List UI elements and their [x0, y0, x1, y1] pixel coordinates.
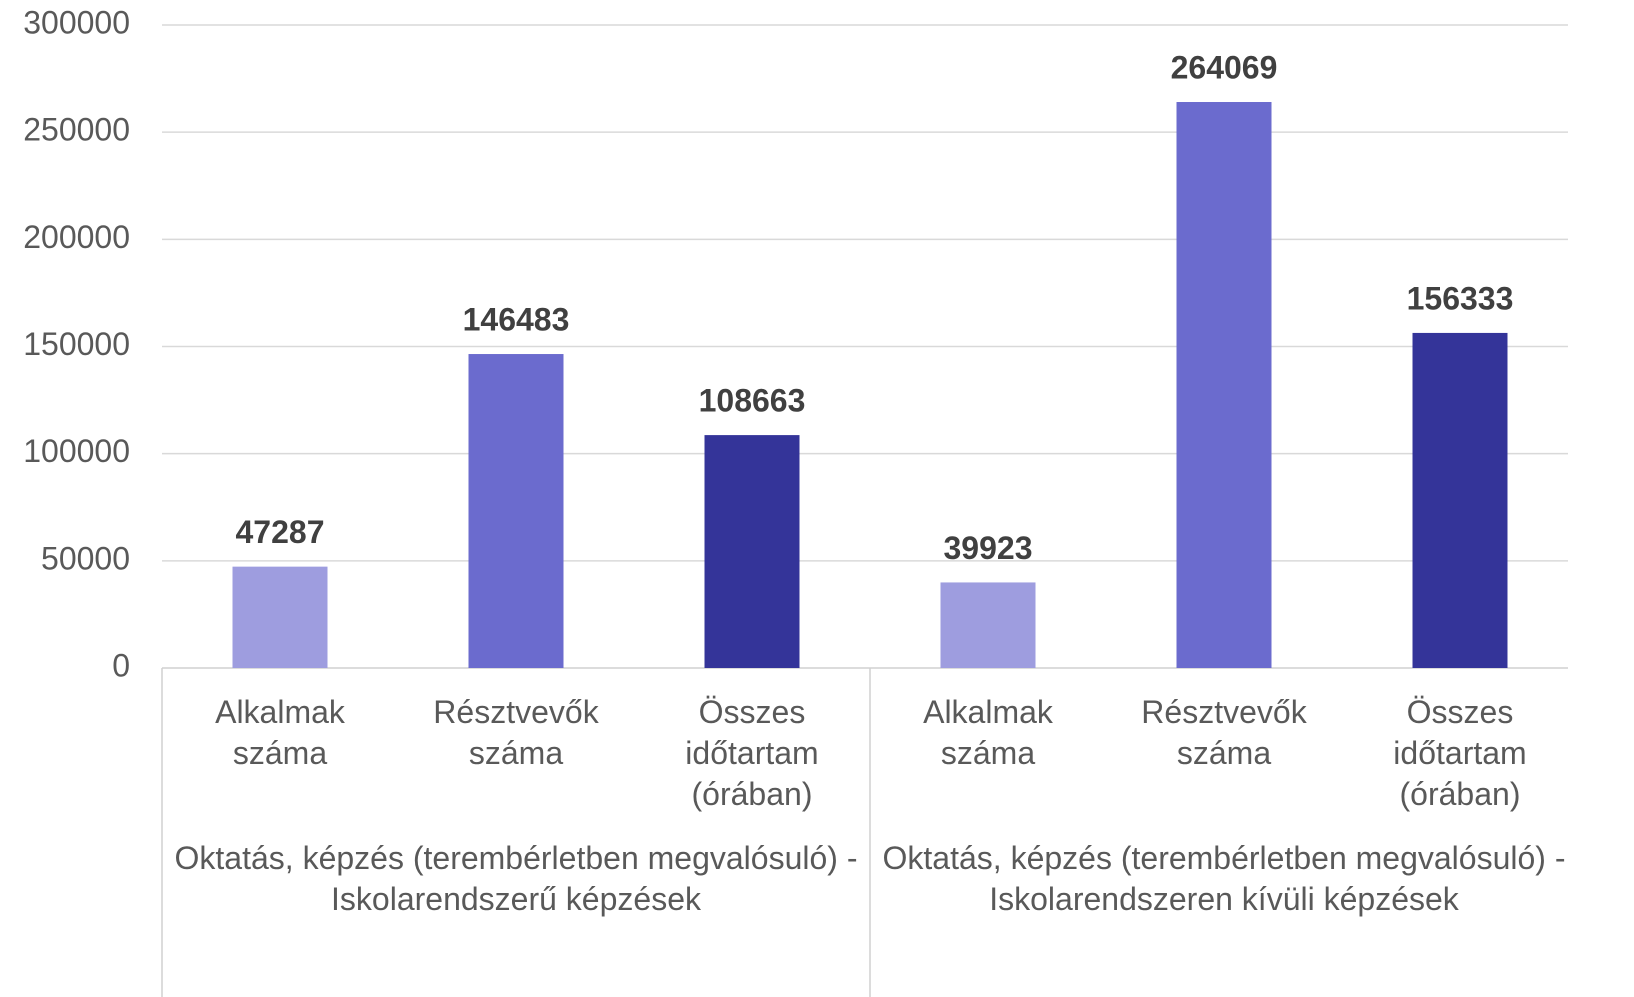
x-tick-label: Résztvevők száma — [1141, 694, 1307, 771]
y-tick-label: 300000 — [23, 4, 130, 40]
data-label: 39923 — [944, 530, 1033, 566]
y-tick-label: 150000 — [23, 326, 130, 362]
bar — [1176, 102, 1272, 669]
group-label: Oktatás, képzés (terembérletben megvalós… — [882, 840, 1566, 917]
x-tick-label: Alkalmak száma — [923, 694, 1053, 771]
data-label: 108663 — [699, 383, 806, 419]
bar — [468, 354, 564, 668]
bar — [1412, 332, 1508, 668]
group-label: Oktatás, képzés (terembérletben megvalós… — [174, 840, 858, 917]
y-tick-label: 200000 — [23, 219, 130, 255]
data-label: 146483 — [463, 301, 570, 337]
bar — [940, 582, 1036, 668]
y-tick-label: 100000 — [23, 433, 130, 469]
data-label: 264069 — [1171, 49, 1278, 85]
x-tick-label: Résztvevők száma — [433, 694, 599, 771]
y-tick-label: 0 — [112, 647, 130, 683]
x-tick-label: Alkalmak száma — [215, 694, 345, 771]
data-label: 156333 — [1407, 280, 1514, 316]
bar — [232, 566, 328, 668]
y-tick-label: 250000 — [23, 112, 130, 148]
x-tick-label: Összes időtartam (órában) — [1393, 694, 1527, 812]
x-tick-label: Összes időtartam (órában) — [685, 694, 819, 812]
data-label: 47287 — [236, 514, 325, 550]
y-tick-label: 50000 — [41, 540, 130, 576]
bar — [704, 435, 800, 668]
